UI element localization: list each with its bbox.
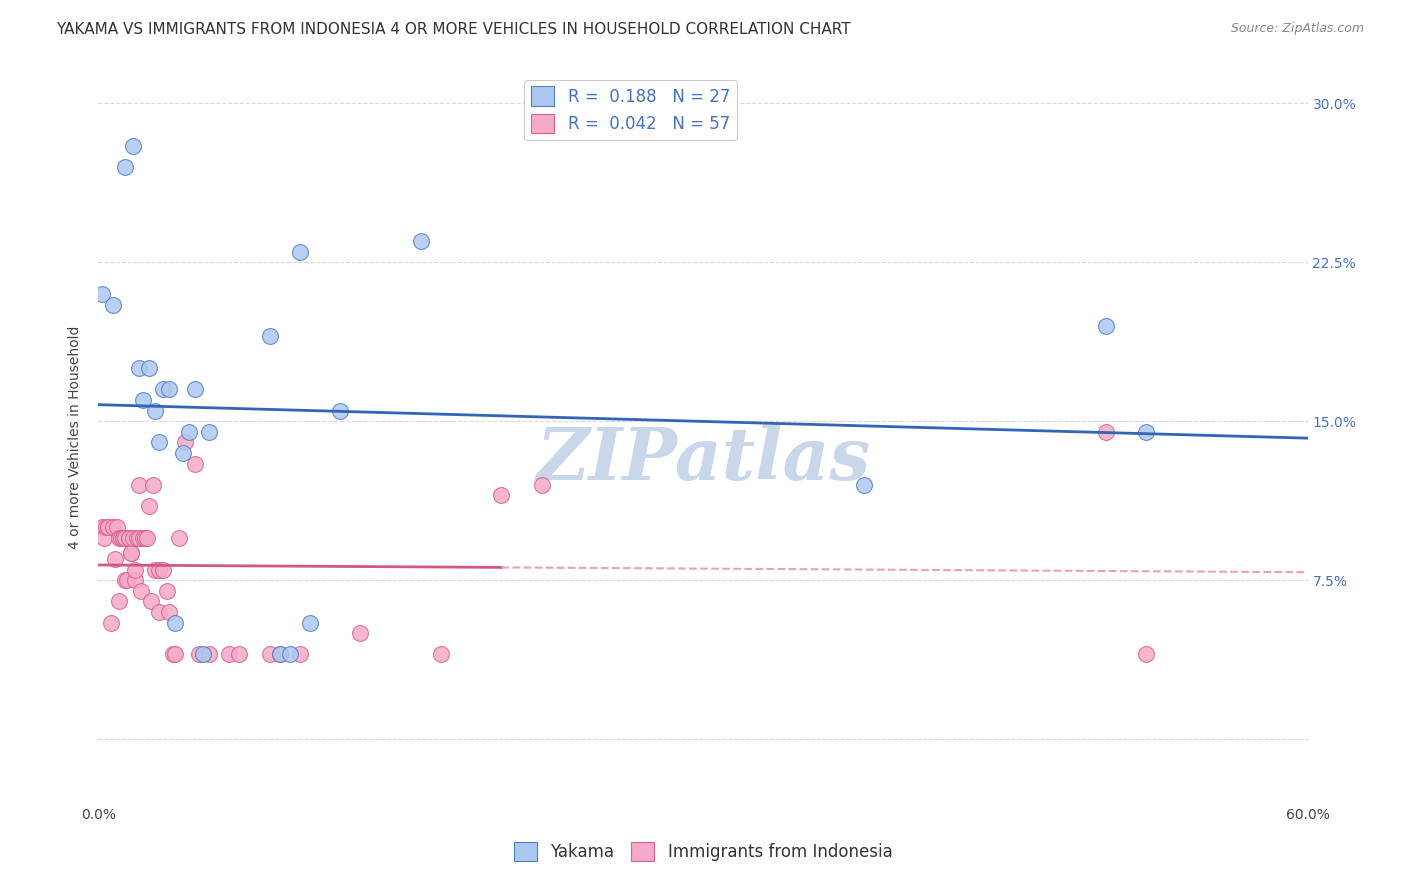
Point: [143, 403, 166, 417]
Point: [101, 520, 124, 534]
Point: [188, 648, 211, 662]
Point: [138, 361, 160, 376]
Point: [128, 477, 150, 491]
Point: [121, 138, 143, 153]
Text: ZIPatlas: ZIPatlas: [536, 424, 870, 494]
Point: [120, 546, 142, 560]
Point: [198, 648, 221, 662]
Point: [157, 605, 180, 619]
Point: [156, 583, 179, 598]
Point: [1095, 425, 1118, 439]
Point: [152, 383, 174, 397]
Point: [163, 615, 186, 630]
Point: [96, 520, 118, 534]
Point: [138, 499, 160, 513]
Point: [218, 648, 240, 662]
Point: [101, 297, 124, 311]
Point: [430, 648, 453, 662]
Point: [278, 648, 301, 662]
Point: [184, 457, 207, 471]
Point: [259, 329, 281, 343]
Point: [198, 425, 221, 439]
Point: [530, 477, 553, 491]
Y-axis label: 4 or more Vehicles in Household: 4 or more Vehicles in Household: [69, 326, 83, 549]
Point: [124, 573, 146, 587]
Text: Source: ZipAtlas.com: Source: ZipAtlas.com: [1230, 22, 1364, 36]
Point: [174, 435, 197, 450]
Point: [142, 477, 165, 491]
Point: [103, 552, 125, 566]
Point: [162, 648, 184, 662]
Point: [157, 383, 180, 397]
Point: [179, 425, 201, 439]
Point: [288, 648, 311, 662]
Point: [132, 531, 155, 545]
Point: [1135, 425, 1157, 439]
Point: [120, 546, 142, 560]
Point: [491, 488, 513, 502]
Point: [409, 234, 432, 248]
Point: [228, 648, 250, 662]
Point: [259, 648, 281, 662]
Legend: Yakama, Immigrants from Indonesia: Yakama, Immigrants from Indonesia: [508, 835, 898, 868]
Point: [853, 477, 876, 491]
Point: [97, 520, 120, 534]
Point: [148, 563, 170, 577]
Point: [132, 392, 155, 407]
Point: [128, 531, 150, 545]
Point: [1135, 648, 1157, 662]
Point: [299, 615, 322, 630]
Point: [135, 531, 157, 545]
Point: [143, 563, 166, 577]
Point: [91, 287, 114, 301]
Point: [115, 573, 138, 587]
Point: [167, 531, 190, 545]
Point: [152, 563, 174, 577]
Point: [129, 583, 152, 598]
Point: [118, 531, 141, 545]
Point: [110, 531, 132, 545]
Point: [148, 605, 170, 619]
Point: [148, 435, 170, 450]
Text: YAKAMA VS IMMIGRANTS FROM INDONESIA 4 OR MORE VEHICLES IN HOUSEHOLD CORRELATION : YAKAMA VS IMMIGRANTS FROM INDONESIA 4 OR…: [56, 22, 851, 37]
Point: [107, 531, 129, 545]
Point: [349, 626, 371, 640]
Point: [134, 531, 156, 545]
Point: [114, 573, 136, 587]
Point: [124, 563, 146, 577]
Point: [121, 531, 143, 545]
Point: [163, 648, 186, 662]
Point: [91, 520, 114, 534]
Point: [172, 446, 194, 460]
Point: [139, 594, 162, 608]
Point: [184, 383, 207, 397]
Point: [100, 615, 122, 630]
Point: [288, 244, 311, 259]
Point: [118, 531, 141, 545]
Point: [125, 531, 148, 545]
Point: [269, 648, 291, 662]
Point: [193, 648, 215, 662]
Point: [111, 531, 134, 545]
Point: [269, 648, 291, 662]
Point: [1095, 318, 1118, 333]
Point: [128, 361, 150, 376]
Point: [105, 520, 128, 534]
Point: [114, 531, 136, 545]
Point: [114, 160, 136, 174]
Point: [107, 594, 129, 608]
Point: [329, 403, 352, 417]
Point: [111, 531, 134, 545]
Point: [93, 531, 115, 545]
